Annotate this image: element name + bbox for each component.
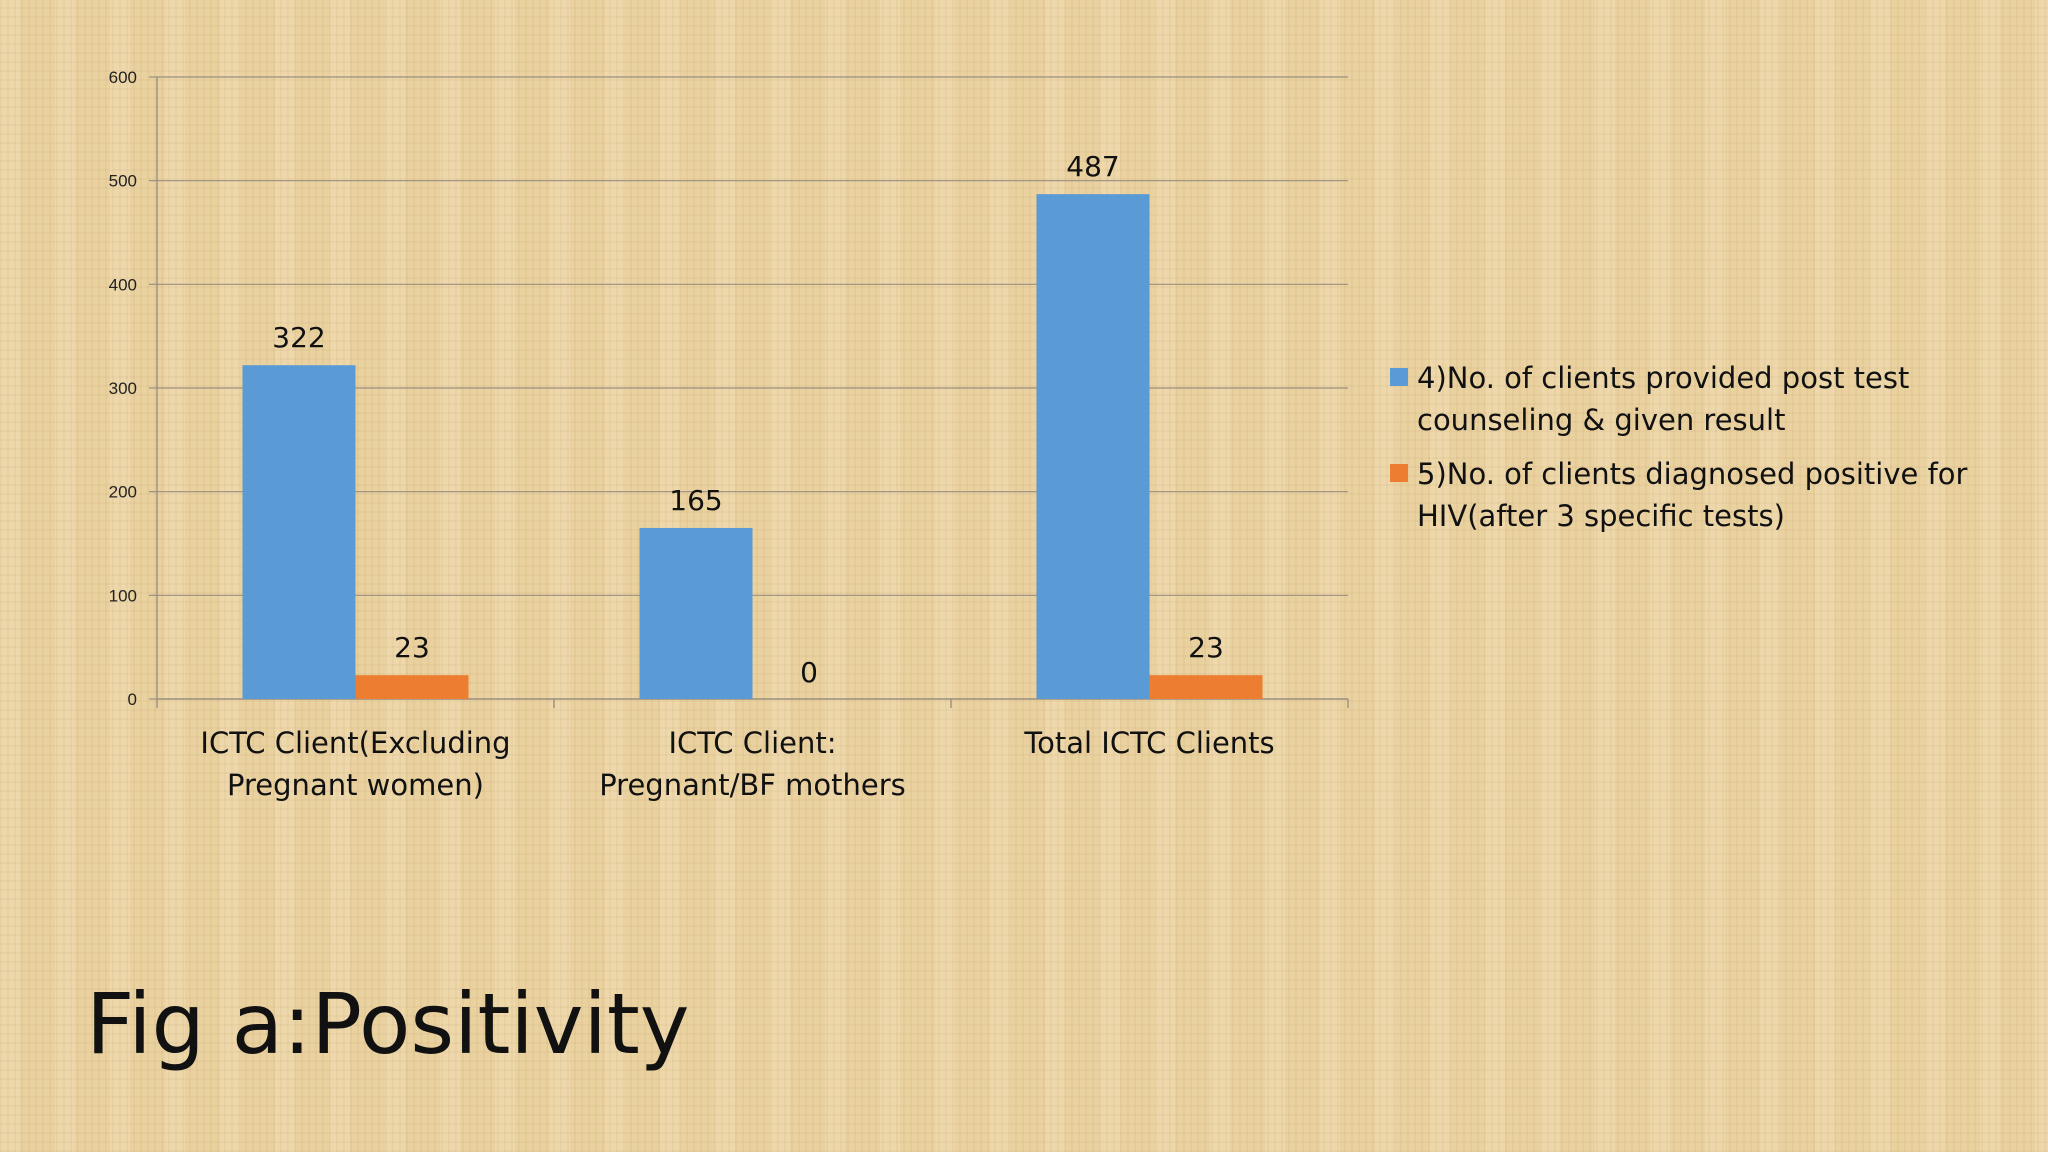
legend-swatch-series-2	[1390, 464, 1408, 482]
y-tick-label: 100	[109, 586, 137, 605]
data-label: 23	[1188, 631, 1224, 664]
data-label: 23	[394, 631, 430, 664]
legend-label: counseling & given result	[1417, 403, 1785, 437]
y-tick-label: 0	[128, 690, 137, 709]
data-label: 0	[800, 656, 818, 689]
y-tick-label: 500	[109, 172, 137, 191]
category-label: Pregnant/BF mothers	[599, 768, 906, 802]
legend-label: HIV(after 3 specific tests)	[1417, 499, 1785, 533]
y-tick-label: 300	[109, 379, 137, 398]
category-label: ICTC Client:	[668, 726, 836, 760]
bars	[242, 194, 1263, 700]
category-label: Total ICTC Clients	[1023, 726, 1274, 760]
bar-series-1-cat-2	[639, 527, 753, 699]
y-tick-label: 600	[109, 68, 137, 87]
data-label: 165	[669, 484, 722, 517]
bar-series-1-cat-3	[1036, 194, 1150, 700]
bar-series-2-cat-1	[355, 675, 469, 699]
legend-label: 4)No. of clients provided post test	[1417, 361, 1909, 395]
legend-label: 5)No. of clients diagnosed positive for	[1417, 457, 1968, 491]
data-label: 322	[272, 321, 325, 354]
bar-series-2-cat-3	[1149, 675, 1263, 699]
category-label: Pregnant women)	[227, 768, 484, 802]
legend-swatch-series-1	[1390, 368, 1408, 386]
y-tick-label: 200	[109, 483, 137, 502]
category-label: ICTC Client(Excluding	[200, 726, 510, 760]
legend: 4)No. of clients provided post test couns…	[1390, 361, 1968, 533]
bar-series-1-cat-1	[242, 365, 356, 699]
category-labels: ICTC Client(Excluding Pregnant women) ICTC…	[200, 726, 1274, 802]
y-tick-label: 400	[109, 275, 137, 294]
data-labels: 322 23 165 0 487 23	[272, 150, 1224, 689]
slide-caption: Fig a:Positivity	[86, 975, 690, 1073]
data-label: 487	[1066, 150, 1119, 183]
